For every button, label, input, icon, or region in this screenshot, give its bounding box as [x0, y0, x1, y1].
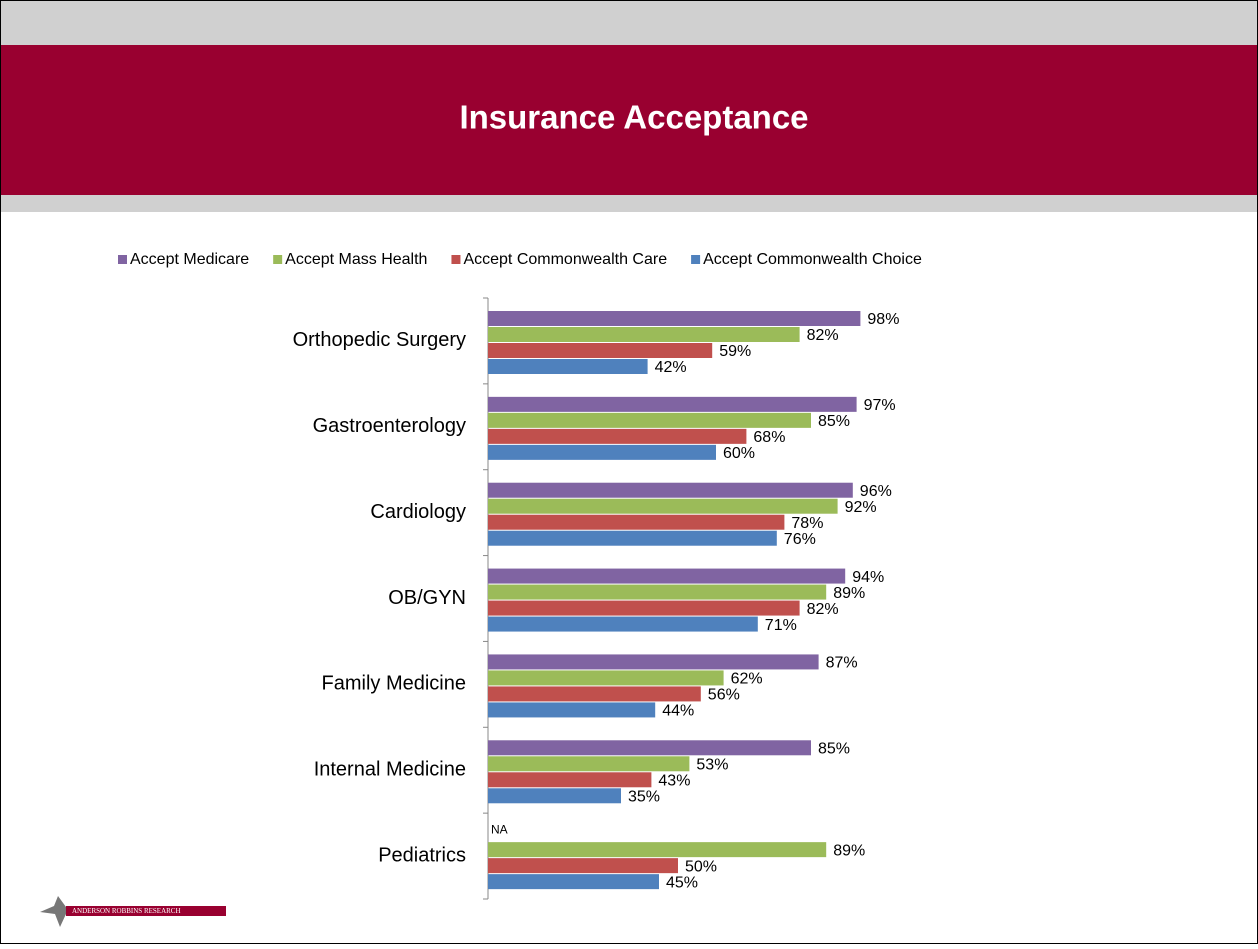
- category-label: Pediatrics: [378, 844, 466, 866]
- value-label: 76%: [784, 531, 816, 548]
- bar: [488, 498, 838, 514]
- value-label: 45%: [666, 874, 698, 891]
- value-label: 94%: [852, 569, 884, 586]
- title-band: [1, 45, 1257, 195]
- category-label: Internal Medicine: [314, 758, 466, 780]
- value-label: 44%: [662, 703, 694, 720]
- bar: [488, 530, 777, 546]
- value-label: 98%: [867, 311, 899, 328]
- category-label: OB/GYN: [388, 587, 466, 609]
- value-label: 89%: [833, 585, 865, 602]
- bar: [488, 686, 701, 702]
- legend-swatch: [118, 255, 127, 264]
- logo: ANDERSON ROBBINS RESEARCH: [40, 896, 226, 927]
- value-label: 53%: [696, 757, 728, 774]
- lower-band: [1, 195, 1257, 212]
- value-label: 60%: [723, 445, 755, 462]
- value-label: 35%: [628, 789, 660, 806]
- bar: [488, 702, 656, 718]
- bar: [488, 842, 827, 858]
- legend-label: Accept Commonwealth Choice: [703, 251, 922, 268]
- legend-label: Accept Commonwealth Care: [463, 251, 667, 268]
- bar: [488, 788, 621, 804]
- bar: [488, 444, 716, 460]
- value-label: 71%: [765, 617, 797, 634]
- bar: [488, 616, 758, 632]
- value-label: 82%: [807, 601, 839, 618]
- legend-swatch: [691, 255, 701, 264]
- logo-text: ANDERSON ROBBINS RESEARCH: [72, 907, 181, 915]
- value-label: 43%: [658, 773, 690, 790]
- legend-label: Accept Medicare: [130, 251, 249, 268]
- value-label: 97%: [864, 397, 896, 414]
- value-label: 92%: [845, 499, 877, 516]
- bar: [488, 359, 648, 374]
- legend-swatch: [451, 255, 461, 264]
- logo-star: [40, 896, 78, 927]
- bar: [488, 428, 747, 444]
- legend-swatch: [273, 255, 283, 264]
- bar: [488, 311, 861, 326]
- value-label: 68%: [753, 429, 785, 446]
- value-label: 89%: [833, 842, 865, 859]
- bar: [488, 654, 819, 670]
- bar: [488, 568, 846, 584]
- top-band: [1, 1, 1257, 45]
- value-label: 85%: [818, 413, 850, 430]
- bar: [488, 482, 853, 498]
- bar: [488, 858, 678, 874]
- category-label: Gastroenterology: [313, 415, 466, 437]
- value-label: NA: [491, 822, 508, 836]
- value-label: 50%: [685, 858, 717, 875]
- bar: [488, 772, 652, 788]
- category-label: Cardiology: [370, 501, 466, 523]
- value-label: 62%: [731, 671, 763, 688]
- value-label: 96%: [860, 483, 892, 500]
- logo-bar: [66, 906, 226, 916]
- chart-title: Insurance Acceptance: [459, 99, 808, 136]
- category-label: Orthopedic Surgery: [293, 329, 466, 351]
- bar: [488, 600, 800, 616]
- bar: [488, 756, 690, 772]
- category-label: Family Medicine: [322, 673, 466, 695]
- bar: [488, 343, 713, 358]
- bar: [488, 874, 659, 890]
- bar: [488, 412, 811, 428]
- value-label: 82%: [807, 327, 839, 344]
- bar: [488, 584, 827, 600]
- value-label: 78%: [791, 515, 823, 532]
- value-label: 87%: [826, 655, 858, 672]
- bar: [488, 327, 800, 342]
- bar: [488, 670, 724, 686]
- bar: [488, 740, 811, 756]
- bar: [488, 514, 785, 530]
- bar: [488, 396, 857, 412]
- value-label: 42%: [655, 359, 687, 376]
- value-label: 85%: [818, 741, 850, 758]
- value-label: 59%: [719, 343, 751, 360]
- legend-label: Accept Mass Health: [285, 251, 427, 268]
- value-label: 56%: [708, 687, 740, 704]
